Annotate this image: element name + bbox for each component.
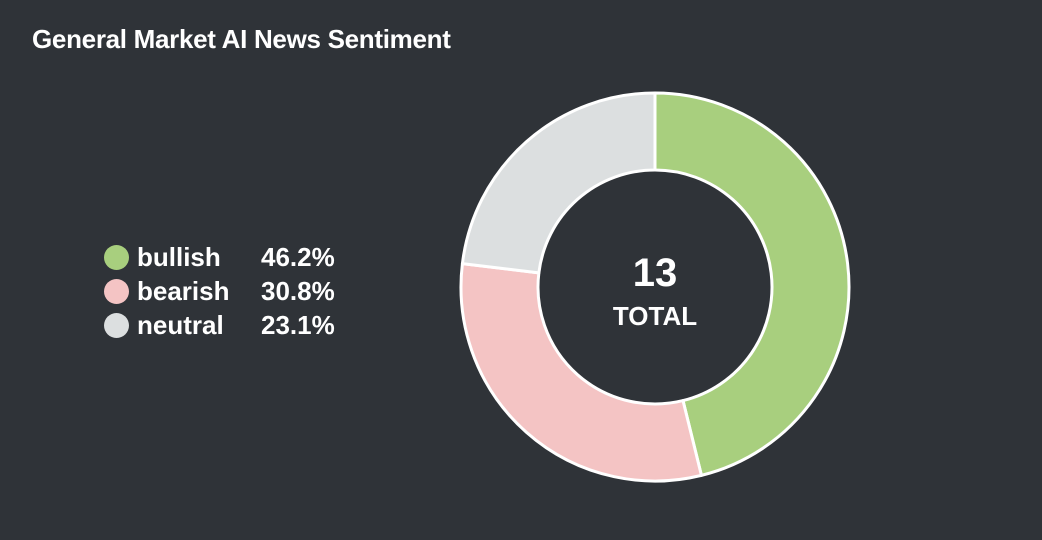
donut-slice-bearish[interactable] — [459, 262, 703, 483]
center-total-count: 13 — [633, 251, 678, 295]
legend-item-bearish[interactable]: bearish 30.8% — [104, 274, 335, 308]
legend-label-bearish: bearish — [137, 275, 230, 306]
donut-slice-bullish[interactable] — [653, 91, 851, 477]
legend-swatch-neutral — [104, 312, 129, 338]
legend-value-neutral: 23.1% — [261, 309, 335, 340]
legend-item-neutral[interactable]: neutral 23.1% — [104, 308, 335, 342]
legend-label-neutral: neutral — [137, 309, 224, 340]
donut-slice-neutral[interactable] — [460, 91, 657, 275]
legend-value-bullish: 46.2% — [261, 241, 335, 272]
legend-label-bullish: bullish — [137, 241, 221, 272]
donut-slices — [459, 91, 851, 483]
legend-value-bearish: 30.8% — [261, 275, 335, 306]
legend: bullish 46.2% bearish 30.8% neutral 23.1… — [104, 240, 335, 342]
legend-item-bullish[interactable]: bullish 46.2% — [104, 240, 335, 274]
center-total-label: TOTAL — [613, 301, 697, 331]
legend-swatch-bearish — [104, 278, 129, 304]
chart-title: General Market AI News Sentiment — [32, 24, 451, 54]
legend-swatch-bullish — [104, 244, 129, 270]
